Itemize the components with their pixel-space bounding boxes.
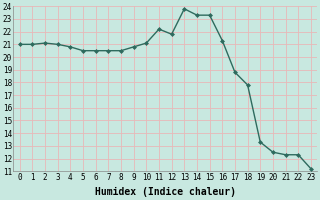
X-axis label: Humidex (Indice chaleur): Humidex (Indice chaleur) — [95, 187, 236, 197]
